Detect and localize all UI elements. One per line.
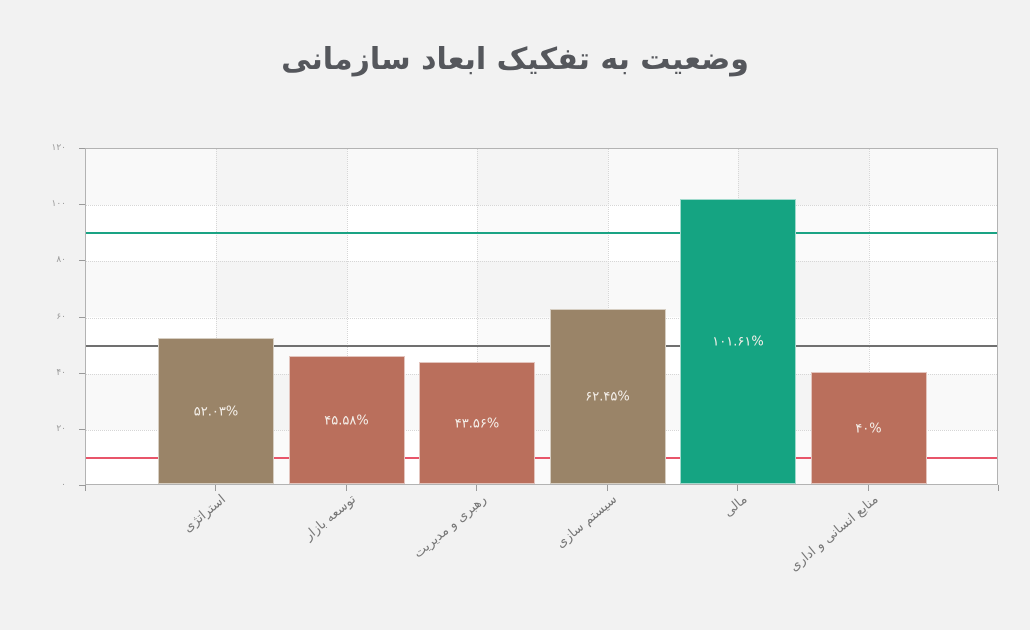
x-axis-label: منابع انسانی و اداری [786,492,882,575]
grid-band [86,149,997,206]
plot-area: ۵۲.۰۳% ۴۵.۵۸% ۴۳.۵۶% ۶۲.۴۵% ۱۰۱.۶۱% ۴۰% [85,148,998,485]
grid-band [86,261,997,318]
y-tick-mark [79,260,85,262]
y-tick-label: ۰ [61,480,66,490]
bar-4[interactable]: ۶۲.۴۵% [549,308,666,484]
x-tick-mark [476,485,477,491]
chart-title: وضعیت به تفکیک ابعاد سازمانی [281,42,749,77]
bar-value-label: ۶۲.۴۵% [585,389,630,405]
x-tick-mark [737,485,738,491]
x-tick-mark [345,485,347,491]
bar-2[interactable]: ۴۵.۵۸% [288,356,405,484]
x-axis-label: مالی [721,492,751,521]
y-tick-label: ۸۰ [56,255,66,266]
y-tick-label: ۱۰۰ [51,199,66,210]
y-tick-mark [79,428,85,430]
x-axis-label: سیستم سازی [553,492,621,552]
v-gridline [477,149,478,484]
y-tick-label: ۴۰ [56,367,66,378]
bar-value-label: ۱۰۱.۶۱% [712,334,764,350]
reference-line [86,344,997,347]
reference-line [86,232,997,235]
bar-5[interactable]: ۱۰۱.۶۱% [680,198,796,484]
y-tick-label: ۱۲۰ [51,143,66,153]
v-gridline [346,149,348,484]
bar-value-label: ۵۲.۰۳% [193,404,239,420]
x-tick-mark [85,485,86,491]
x-tick-mark [998,485,999,491]
h-gridline [86,429,997,431]
v-gridline [868,149,870,484]
x-axis-label: توسعه بازار [301,492,360,544]
y-tick-mark [79,148,85,149]
v-gridline [216,149,217,484]
bar-6[interactable]: ۴۰% [810,371,927,484]
reference-line [86,456,997,459]
h-gridline [86,205,997,207]
h-gridline [86,317,997,319]
bar-3[interactable]: ۴۳.۵۶% [419,361,535,484]
y-tick-label: ۶۰ [56,311,66,322]
bar-value-label: ۴۰% [855,421,882,437]
bar-value-label: ۴۳.۵۶% [454,416,500,432]
h-gridline [86,373,997,375]
x-axis-label: استراتژی [180,492,229,536]
y-tick-mark [79,485,85,486]
bar-value-label: ۴۵.۵۸% [324,413,369,429]
x-axis-label: رهبری و مدیریت [411,492,490,562]
x-tick-mark [606,485,608,491]
y-tick-label: ۲۰ [56,423,66,434]
y-tick-mark [79,316,85,318]
h-gridline [86,261,997,263]
x-tick-mark [215,485,216,491]
bar-1[interactable]: ۵۲.۰۳% [158,337,274,484]
y-tick-mark [79,372,85,374]
y-tick-mark [79,204,85,206]
x-tick-mark [867,485,869,491]
